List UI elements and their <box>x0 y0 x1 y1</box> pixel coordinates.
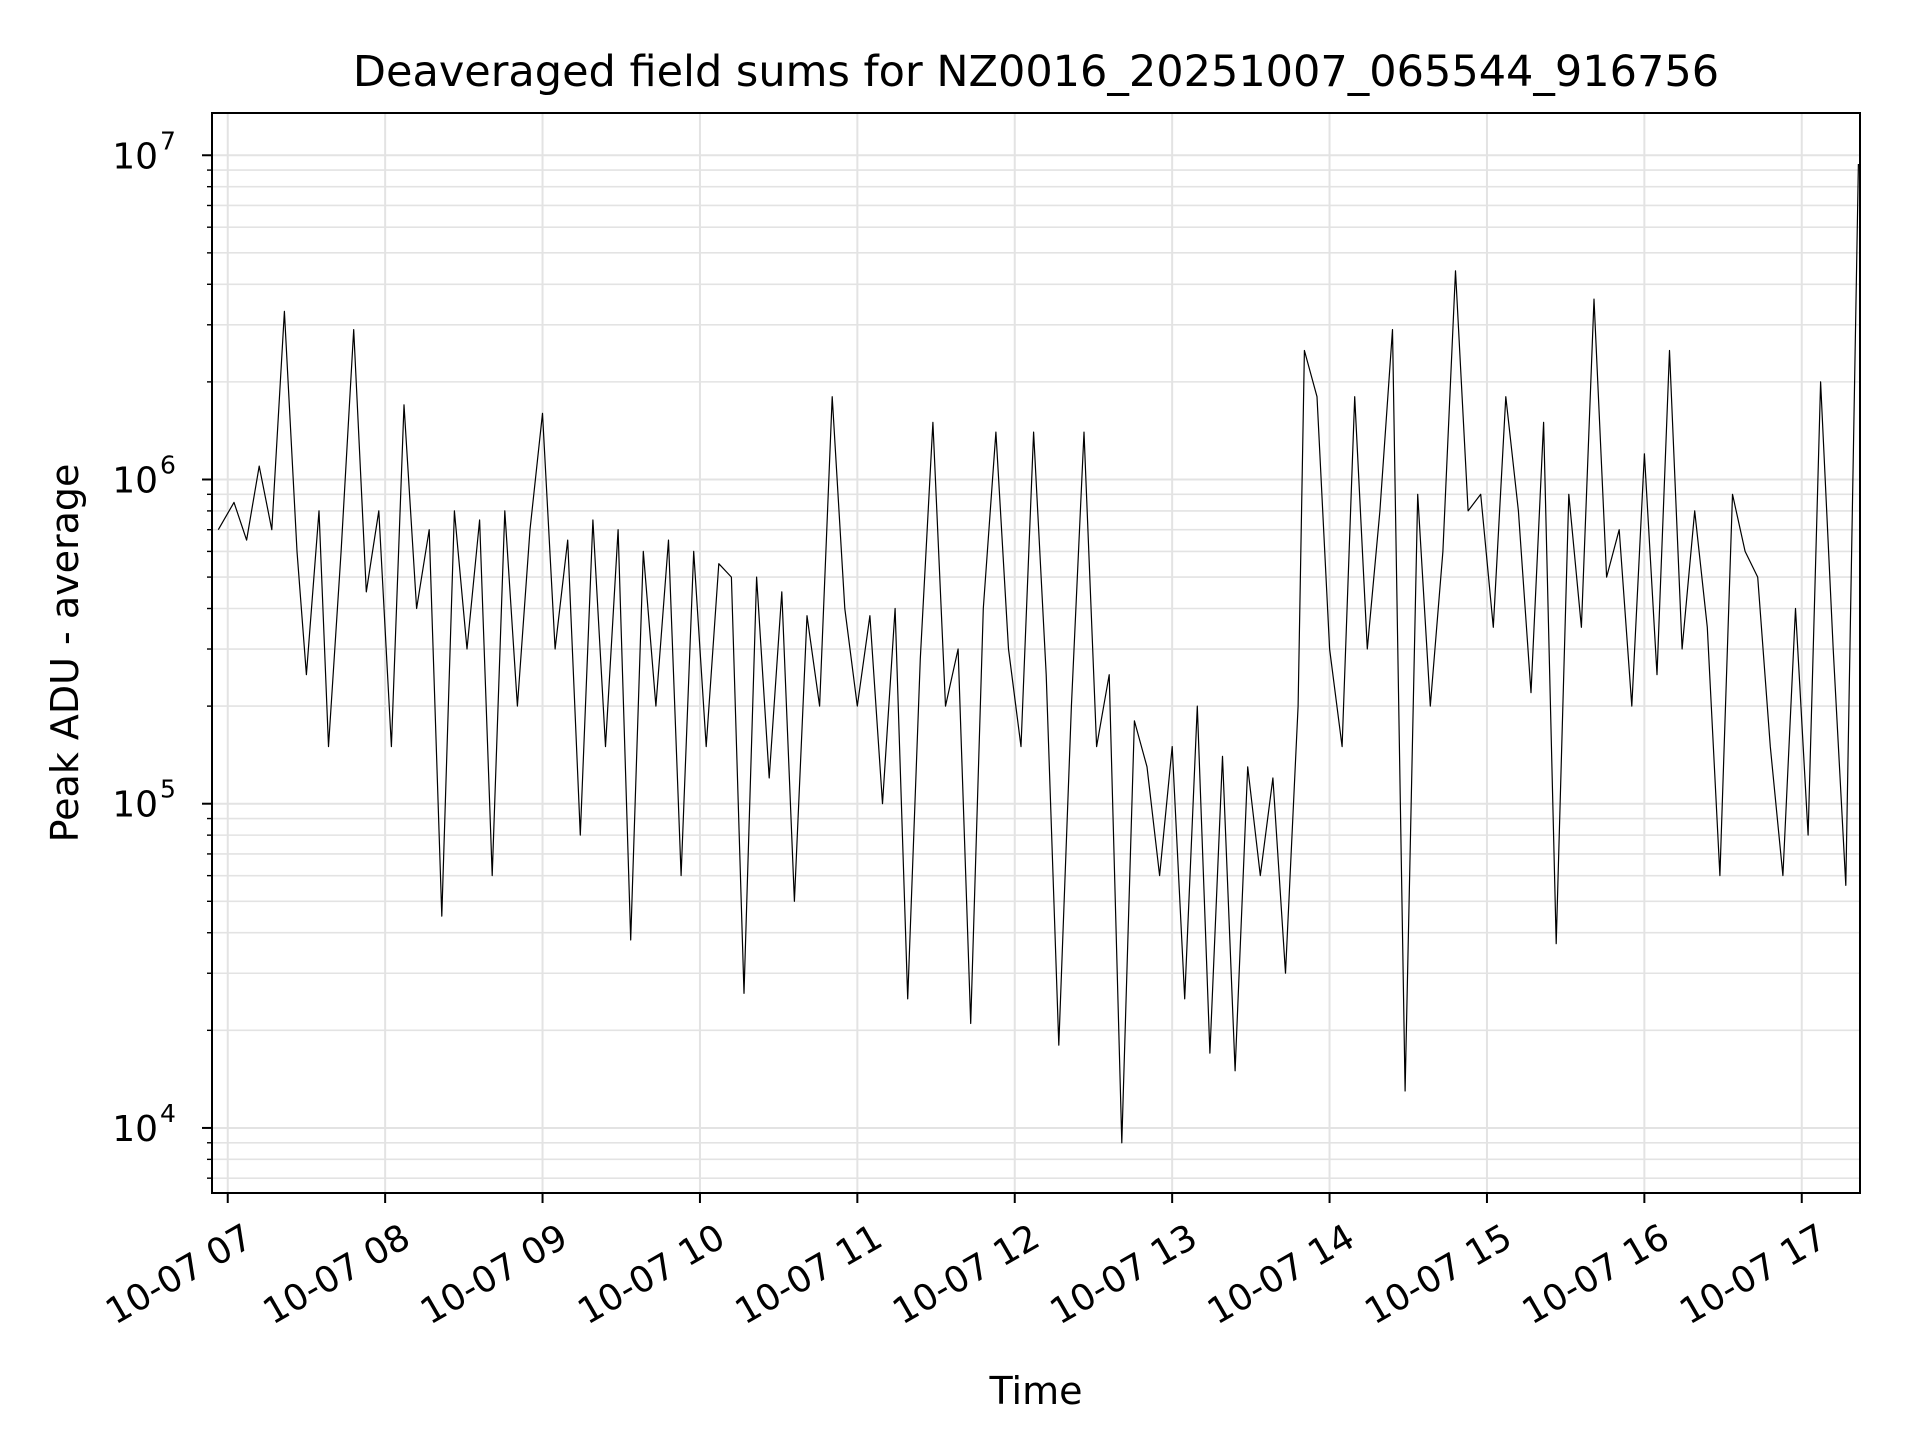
y-axis-label: Peak ADU - average <box>43 464 87 843</box>
grid <box>212 113 1860 1193</box>
data-series-line <box>217 163 1859 1144</box>
y-tick-exponent: 5 <box>160 775 176 804</box>
y-tick-exponent: 7 <box>160 126 176 155</box>
y-tick-label: 10 <box>112 785 158 826</box>
y-tick-label: 10 <box>112 460 158 501</box>
chart-title: Deaveraged field sums for NZ0016_2025100… <box>353 47 1719 97</box>
y-tick-exponent: 6 <box>160 450 176 479</box>
y-tick-label: 10 <box>112 136 158 177</box>
plot-frame <box>211 112 1861 1194</box>
x-axis-label: Time <box>989 1369 1083 1413</box>
y-tick-exponent: 4 <box>160 1099 176 1128</box>
y-tick-label: 10 <box>112 1109 158 1150</box>
